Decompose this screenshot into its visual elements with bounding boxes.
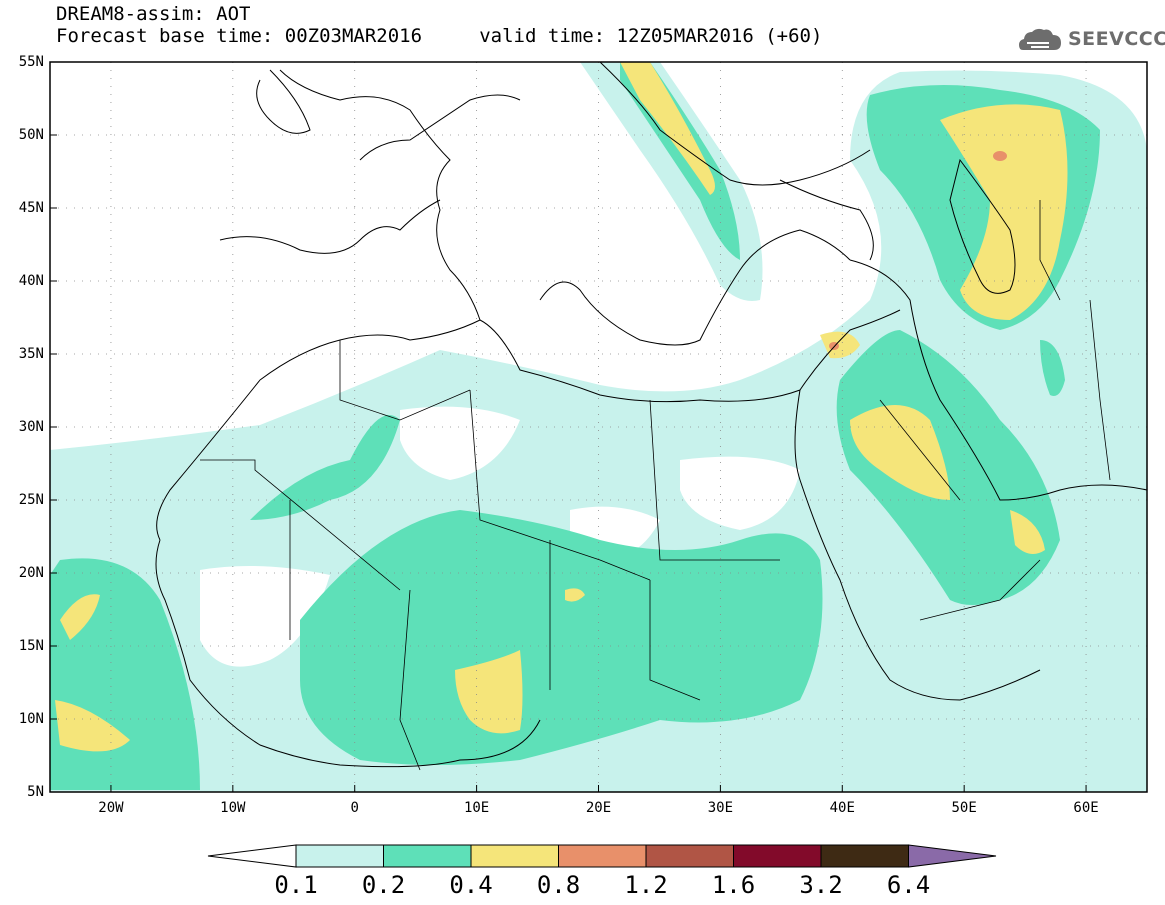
lon-label: 0 — [350, 800, 359, 816]
lat-label: 30N — [18, 419, 44, 435]
lon-label: 50E — [951, 800, 977, 816]
axis-ticks — [50, 61, 1087, 793]
forecast-time-subtitle: Forecast base time: 00Z03MAR2016 valid t… — [56, 25, 823, 47]
lon-label: 40E — [829, 800, 855, 816]
lon-label: 20E — [585, 800, 612, 816]
colorbar-arrow-low — [207, 844, 297, 868]
colorbar-segment — [470, 844, 559, 868]
cloud-logo-icon — [1019, 28, 1061, 50]
colorbar-label: 0.8 — [536, 871, 581, 899]
lat-label: 20N — [18, 565, 44, 581]
map-title: DREAM8-assim: AOT — [56, 3, 251, 25]
lon-label: 30E — [707, 800, 734, 816]
colorbar-arrow-high — [908, 844, 997, 868]
lat-label: 40N — [18, 273, 44, 289]
colorbar-label: 0.2 — [361, 871, 406, 899]
colorbar-label: 3.2 — [799, 871, 843, 899]
logo-text: SEEVCCC — [1068, 28, 1165, 50]
colorbar-label: 6.4 — [886, 871, 931, 899]
lon-label: 10W — [220, 800, 246, 816]
colorbar — [207, 844, 997, 868]
colorbar-segment — [383, 844, 472, 868]
colorbar-label: 1.6 — [711, 871, 756, 899]
aot-contour-0-4 — [55, 62, 1068, 752]
lon-label: 60E — [1073, 800, 1099, 816]
lat-label: 5N — [27, 784, 44, 800]
lat-label: 55N — [18, 54, 44, 70]
colorbar-segment — [820, 844, 909, 868]
colorbar-segment — [645, 844, 734, 868]
colorbar-label: 1.2 — [624, 871, 668, 899]
country-borders — [200, 200, 1111, 771]
coastlines — [155, 62, 1147, 768]
lon-label: 10E — [463, 800, 490, 816]
lat-label: 25N — [18, 492, 44, 508]
lat-label: 50N — [18, 127, 44, 143]
colorbar-label: 0.4 — [449, 871, 493, 899]
colorbar-segment — [558, 844, 647, 868]
colorbar-label: 0.1 — [274, 871, 318, 899]
lon-label: 20W — [98, 800, 124, 816]
lat-label: 15N — [18, 638, 44, 654]
colorbar-segment — [733, 844, 822, 868]
colorbar-segment — [295, 844, 384, 868]
clean-air-zones — [200, 406, 800, 667]
map-gridlines — [50, 62, 1147, 792]
lat-label: 10N — [18, 711, 44, 727]
lat-label: 45N — [18, 200, 44, 216]
lat-label: 35N — [18, 346, 44, 362]
